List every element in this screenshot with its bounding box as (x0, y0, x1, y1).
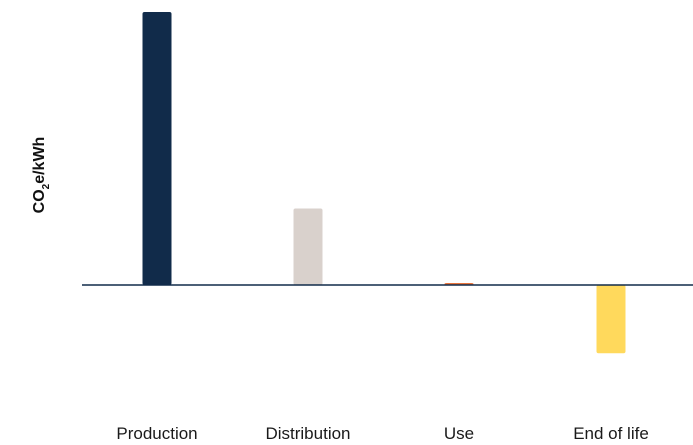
category-labels-group: Production Distribution Use End of life (116, 424, 648, 443)
y-axis-label-unit: e/kWh (31, 137, 48, 184)
bars-group (142, 12, 626, 354)
category-label-distribution: Distribution (265, 424, 350, 443)
bar-production (142, 12, 172, 285)
bar-distribution (293, 208, 323, 285)
y-axis-label-subscript: 2 (41, 183, 52, 189)
y-axis-label-main: CO (31, 189, 48, 213)
bar-end-of-life (596, 285, 626, 354)
category-label-production: Production (116, 424, 197, 443)
category-label-end-of-life: End of life (573, 424, 649, 443)
y-axis-label: CO2e/kWh (31, 137, 52, 214)
category-label-use: Use (444, 424, 474, 443)
